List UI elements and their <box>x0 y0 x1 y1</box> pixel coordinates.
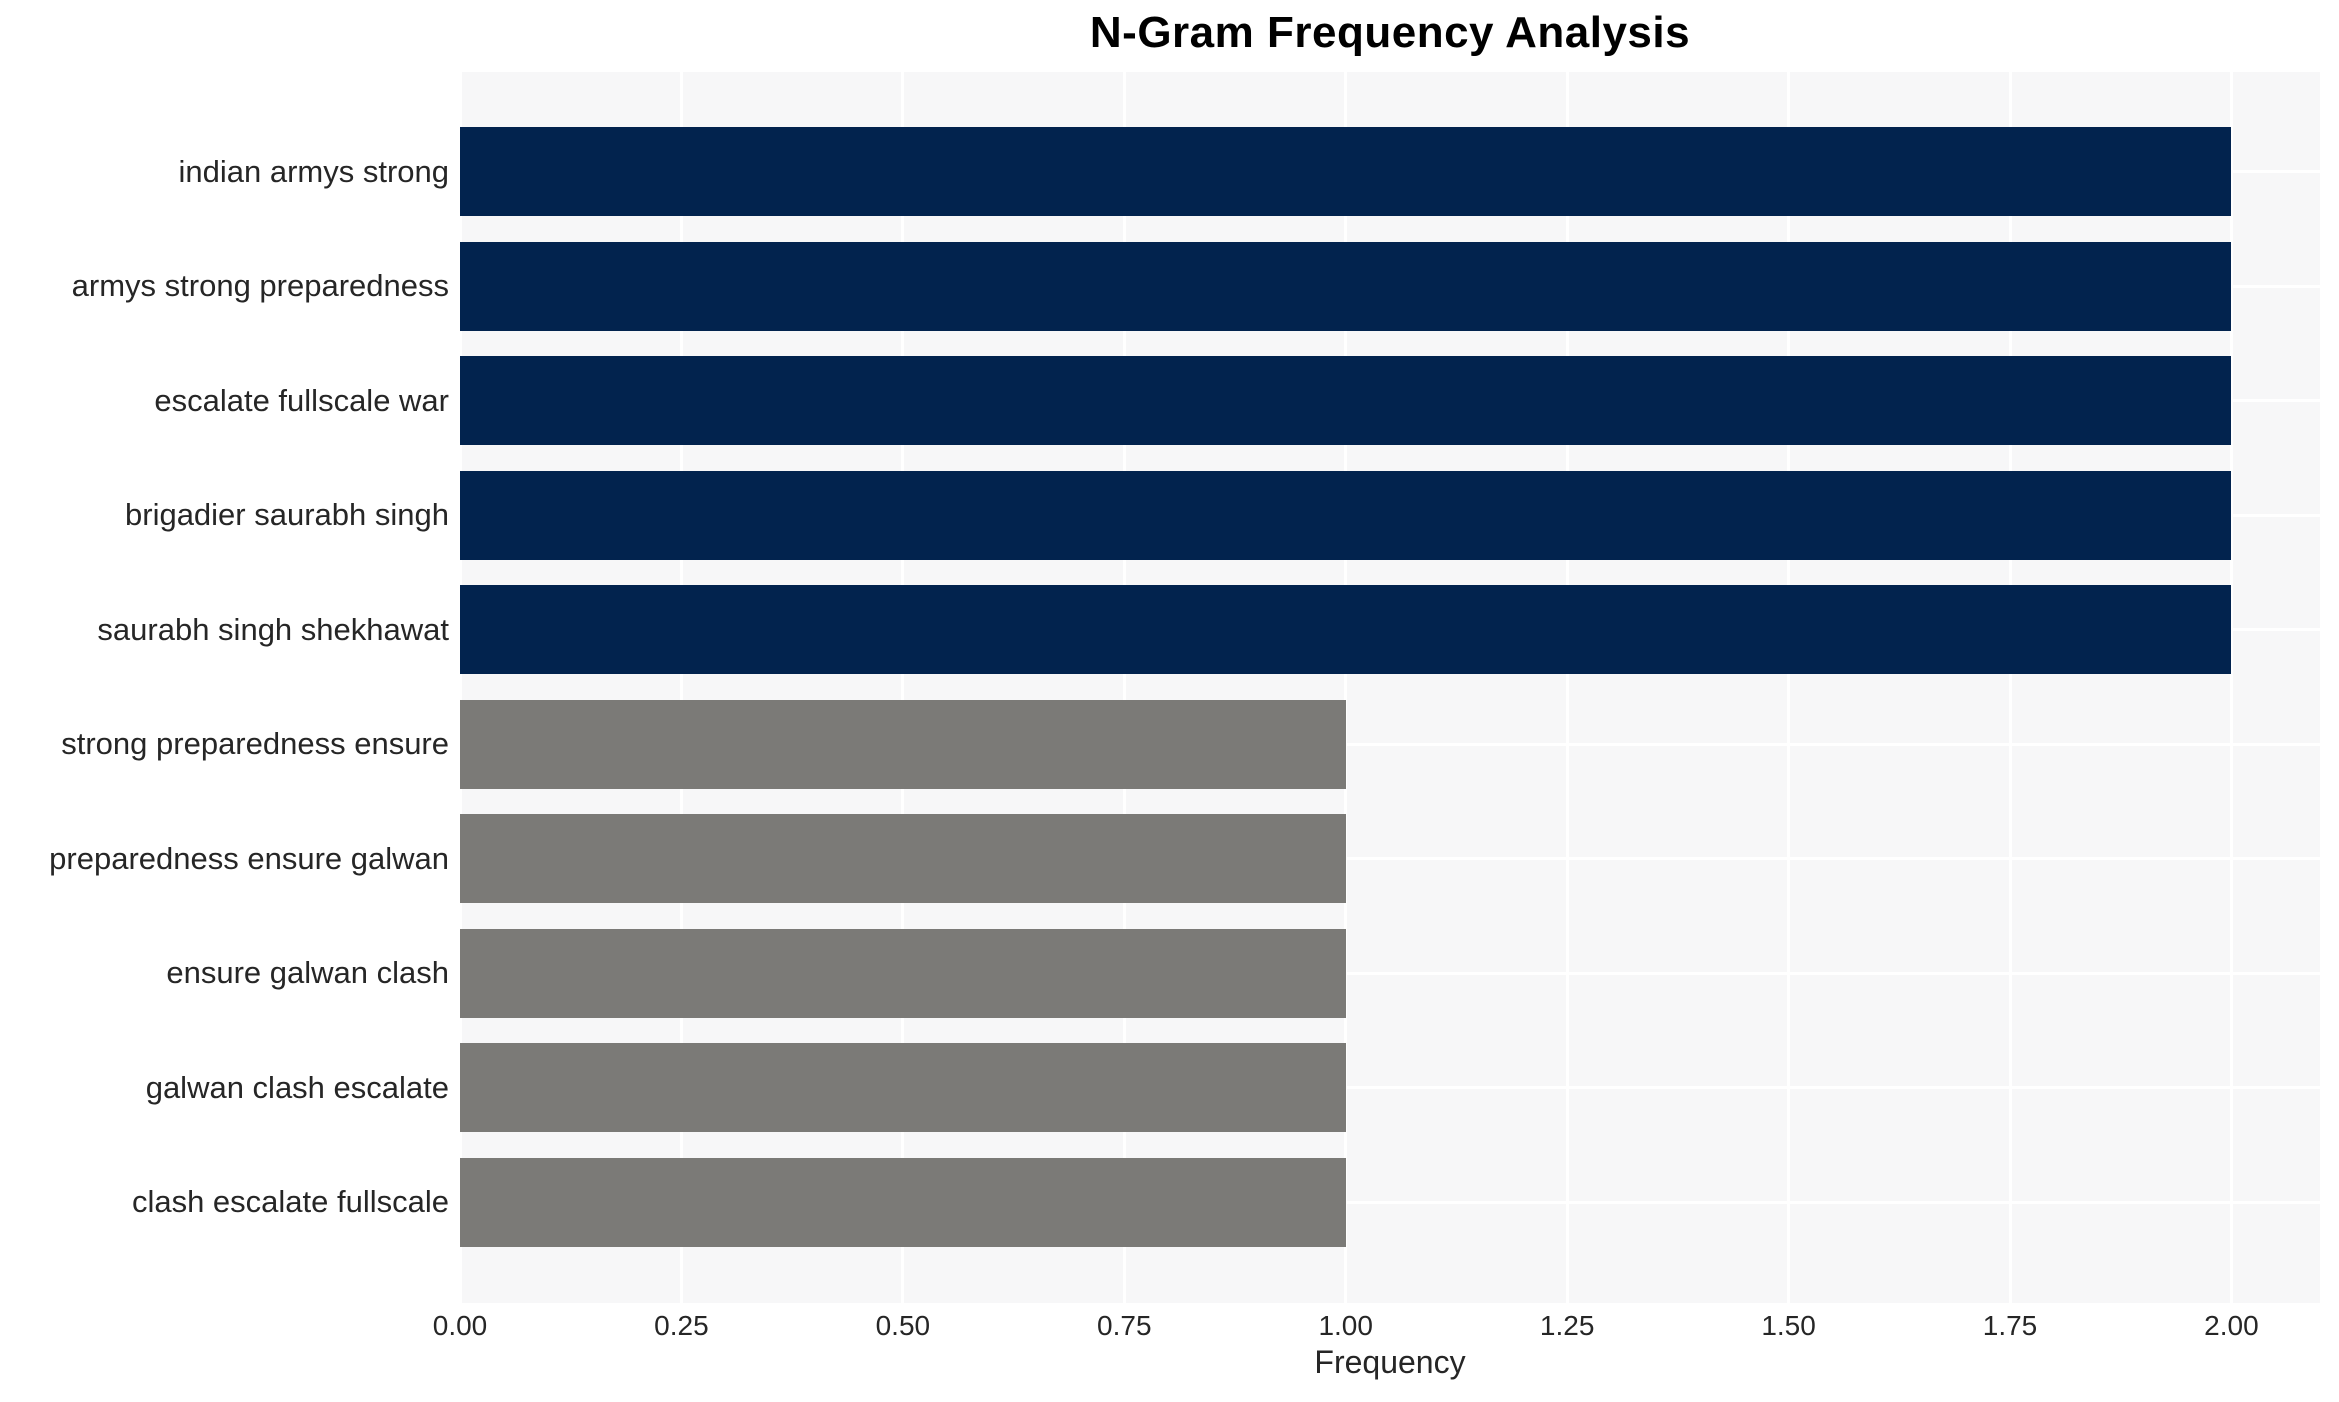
bar <box>460 814 1346 904</box>
bar <box>460 241 2232 331</box>
bar-row <box>460 241 2320 331</box>
bar-row <box>460 356 2320 446</box>
y-axis-label: strong preparedness ensure <box>61 726 449 762</box>
horizontal-gridline <box>460 742 2320 746</box>
x-axis-tick-label: 2.00 <box>2204 1310 2259 1341</box>
y-axis-label: brigadier saurabh singh <box>125 497 449 533</box>
bar <box>460 356 2232 446</box>
x-axis-tick-label: 0.25 <box>654 1310 709 1341</box>
y-axis-label: ensure galwan clash <box>166 955 449 991</box>
vertical-gridline <box>1344 72 1348 1303</box>
bar <box>460 928 1346 1018</box>
vertical-gridline <box>1565 72 1569 1303</box>
bar <box>460 1157 1346 1247</box>
vertical-gridline <box>679 72 683 1303</box>
plot-area <box>458 72 2320 1303</box>
vertical-gridline <box>1122 72 1126 1303</box>
y-axis-label: saurabh singh shekhawat <box>97 611 449 647</box>
chart-title: N-Gram Frequency Analysis <box>1089 8 1691 57</box>
bar <box>460 470 2232 560</box>
horizontal-gridline <box>460 971 2320 975</box>
y-axis-label: preparedness ensure galwan <box>49 840 449 876</box>
horizontal-gridline <box>460 1086 2320 1090</box>
bar-row <box>460 1157 2320 1247</box>
x-axis-tick-label: 1.50 <box>1761 1310 1816 1341</box>
bar-row <box>460 928 2320 1018</box>
bar <box>460 1043 1346 1133</box>
x-axis-tick-label: 1.75 <box>1982 1310 2038 1341</box>
horizontal-gridline <box>460 857 2320 861</box>
vertical-gridline <box>1787 72 1791 1303</box>
y-axis-label: indian armys strong <box>178 153 449 189</box>
x-axis-title: Frequency <box>1314 1344 1466 1380</box>
y-axis-label: escalate fullscale war <box>154 382 449 418</box>
y-axis-labels: indian armys strong armys strong prepared… <box>0 127 449 1247</box>
bar-row <box>460 127 2320 216</box>
bar <box>460 699 1346 789</box>
vertical-gridline <box>458 72 462 1303</box>
x-axis-tick-label: 1.00 <box>1318 1310 1373 1341</box>
bars-container <box>460 127 2320 1247</box>
y-axis-label: clash escalate fullscale <box>131 1184 449 1220</box>
y-axis-label: armys strong preparedness <box>71 268 449 304</box>
bar-row <box>460 699 2320 789</box>
vertical-gridline <box>901 72 905 1303</box>
bar <box>460 127 2232 216</box>
bar <box>460 585 2232 675</box>
vertical-gridline <box>2229 72 2233 1303</box>
x-axis-tick-label: 0.50 <box>875 1310 931 1341</box>
bar-row <box>460 585 2320 675</box>
horizontal-gridline <box>460 1200 2320 1204</box>
x-axis-tick-label: 0.75 <box>1097 1310 1152 1341</box>
bar-row <box>460 814 2320 904</box>
x-axis-tick-label: 1.25 <box>1539 1310 1595 1341</box>
x-axis-tick-label: 0.00 <box>432 1310 488 1341</box>
bar-row <box>460 470 2320 560</box>
y-axis-label: galwan clash escalate <box>145 1069 449 1105</box>
vertical-gridline <box>2008 72 2012 1303</box>
bar-row <box>460 1043 2320 1133</box>
